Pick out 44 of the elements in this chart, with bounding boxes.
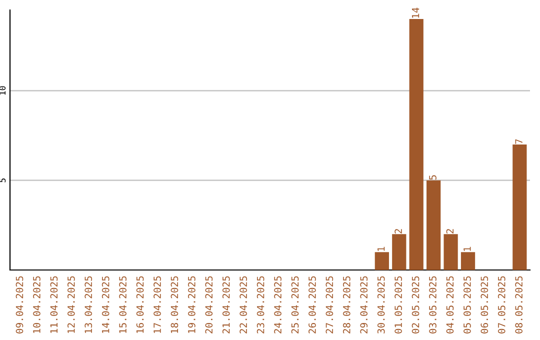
- data-label: 2: [394, 229, 402, 234]
- x-tick-label: 26.04.2025: [308, 276, 316, 334]
- x-tick-label: 30.04.2025: [377, 276, 385, 334]
- x-tick-label: 03.05.2025: [429, 276, 436, 334]
- x-tick-label: 09.04.2025: [16, 276, 24, 334]
- x-tick-label: 22.04.2025: [240, 276, 248, 334]
- x-tick-label: 13.04.2025: [84, 276, 92, 333]
- x-tick-label: 16.04.2025: [136, 276, 144, 333]
- x-tick-label: 01.05.2025: [394, 276, 402, 334]
- x-tick-label: 14.04.2025: [102, 276, 110, 333]
- x-tick-label: 05.05.2025: [464, 276, 471, 334]
- x-tick-label: 15.04.2025: [119, 276, 126, 333]
- x-tick-label: 20.04.2025: [205, 276, 213, 334]
- x-tick-label: 12.04.2025: [67, 276, 75, 333]
- x-tick-label: 24.04.2025: [274, 276, 282, 334]
- x-tick-label: 17.04.2025: [154, 276, 161, 333]
- x-tick-label: 25.04.2025: [291, 276, 299, 334]
- bar: [512, 144, 527, 270]
- x-tick-label: 28.04.2025: [342, 276, 350, 334]
- bar: [426, 180, 441, 270]
- x-tick-label: 29.04.2025: [360, 276, 368, 334]
- x-tick-label: 23.04.2025: [256, 276, 264, 334]
- x-tick-label: 07.05.2025: [498, 276, 506, 334]
- data-label: 5: [429, 175, 436, 180]
- x-tick-label: 18.04.2025: [170, 276, 178, 333]
- x-tick-label: 11.04.2025: [50, 276, 58, 333]
- x-tick-label: 21.04.2025: [222, 276, 230, 334]
- data-label: 7: [515, 139, 522, 144]
- x-tick-label: 02.05.2025: [412, 276, 420, 334]
- x-tick-label: 08.05.2025: [515, 276, 523, 334]
- data-label: 1: [378, 246, 385, 251]
- x-tick-label: 10.04.2025: [33, 276, 40, 333]
- bar: [444, 234, 458, 270]
- data-label: 1: [464, 246, 471, 251]
- bar: [460, 252, 476, 270]
- data-label: 2: [446, 229, 454, 234]
- x-tick-label: 27.04.2025: [326, 276, 334, 334]
- x-tick-label: 19.04.2025: [188, 276, 196, 333]
- x-tick-label: 04.05.2025: [446, 276, 454, 334]
- data-label: 14: [412, 8, 420, 18]
- bar: [409, 18, 424, 270]
- bar: [392, 234, 406, 270]
- bar: [374, 252, 389, 270]
- x-tick-label: 06.05.2025: [480, 276, 488, 334]
